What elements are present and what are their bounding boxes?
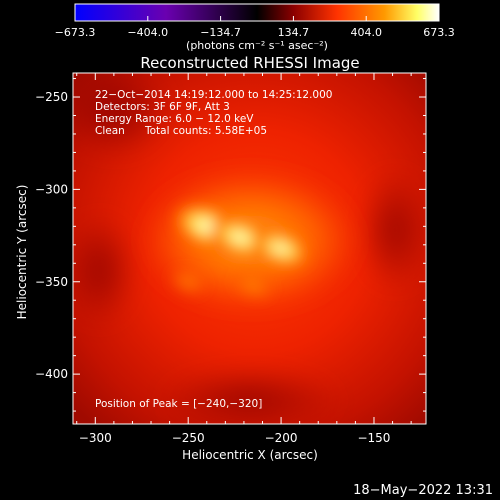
x-axis-label: Heliocentric X (arcsec): [182, 448, 318, 462]
source-layer: [168, 203, 311, 301]
annotation-peak-position: Position of Peak = [−240,−320]: [95, 398, 262, 410]
y-tick-label: −350: [35, 275, 68, 289]
colorbar-tick-label: −404.0: [127, 26, 168, 39]
chart-title: Reconstructed RHESSI Image: [140, 54, 359, 72]
annotation-total-counts: Total counts: 5.58E+05: [144, 125, 267, 137]
dark-region: [360, 170, 426, 290]
y-tick-label: −400: [35, 367, 68, 381]
colorbar-tick-label: −134.7: [200, 26, 241, 39]
y-tick-label: −300: [35, 182, 68, 196]
emission-source: [231, 270, 275, 301]
colorbar-tick-label: 134.7: [278, 26, 310, 39]
dark-region: [73, 215, 135, 325]
annotation-method: Clean: [95, 125, 125, 137]
colorbar-tick-label: 404.0: [350, 26, 382, 39]
colorbar-unit-label: (photons cm⁻² s⁻¹ asec⁻²): [186, 39, 328, 52]
emission-source: [168, 268, 208, 296]
y-axis-ticks: [73, 78, 426, 412]
dark-region: [73, 73, 170, 155]
emission-source: [251, 228, 311, 269]
colorbar-frame: [74, 3, 440, 22]
x-tick-label: −150: [357, 431, 390, 445]
heatmap-image: [73, 73, 426, 424]
x-axis-ticks: [76, 73, 412, 424]
x-tick-label: −300: [79, 431, 112, 445]
colorbar-tick-labels: −673.3 −404.0 −134.7 134.7 404.0 673.3: [55, 26, 455, 39]
colorbar: [75, 4, 439, 21]
plot-frame: [72, 72, 427, 425]
colorbar-ticks: [74, 16, 440, 21]
x-tick-label: −200: [265, 431, 298, 445]
annotation-time-range: 22−Oct−2014 14:19:12.000 to 14:25:12.000: [95, 89, 332, 101]
colorbar-tick-label: 673.3: [423, 26, 455, 39]
x-axis-tick-labels: −300 −250 −200 −150: [79, 431, 391, 445]
y-axis-label: Heliocentric Y (arcsec): [15, 185, 29, 320]
colorbar-tick-label: −673.3: [55, 26, 96, 39]
y-axis-tick-labels: −250 −300 −350 −400: [35, 90, 68, 381]
dark-region: [160, 370, 340, 424]
annotation-energy-range: Energy Range: 6.0 − 12.0 keV: [95, 113, 254, 125]
footer-timestamp: 18−May−2022 13:31: [353, 483, 493, 498]
x-tick-label: −250: [172, 431, 205, 445]
y-tick-label: −250: [35, 90, 68, 104]
annotation-detectors: Detectors: 3F 6F 9F, Att 3: [95, 101, 230, 113]
